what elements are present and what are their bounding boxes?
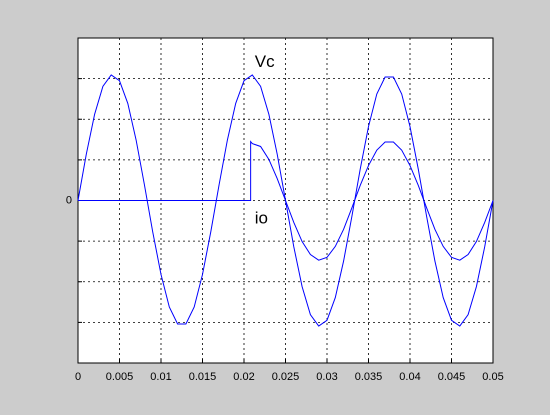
x-tick-label: 0.045: [438, 371, 466, 383]
series-label: Vc: [255, 52, 275, 71]
y-tick-label: 0: [66, 194, 72, 206]
x-tick-label: 0.005: [106, 371, 134, 383]
series-line: [78, 140, 494, 261]
x-tick-label: 0.02: [233, 371, 254, 383]
x-tick-label: 0.04: [399, 371, 420, 383]
x-tick-label: 0.05: [482, 371, 503, 383]
x-tick-label: 0: [75, 371, 81, 383]
x-tick-label: 0.03: [316, 371, 337, 383]
x-tick-label: 0.01: [150, 371, 171, 383]
x-tick-label: 0.025: [272, 371, 300, 383]
x-tick-label: 0.035: [355, 371, 383, 383]
x-tick-label: 0.015: [189, 371, 217, 383]
series-label: io: [255, 208, 268, 227]
